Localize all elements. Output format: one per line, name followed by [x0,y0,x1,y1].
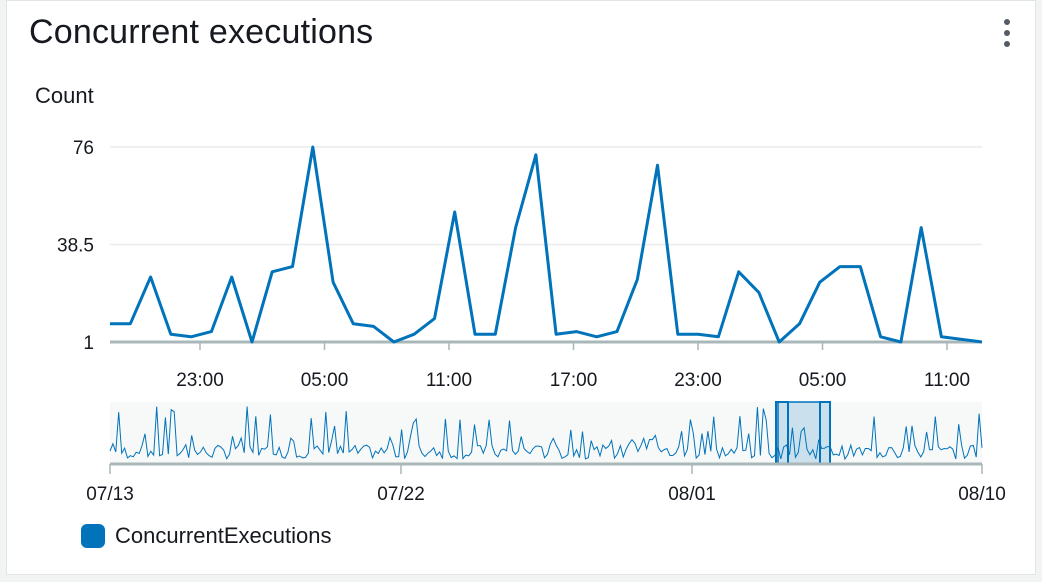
legend-swatch [81,524,105,548]
x-tick-label: 05:00 [799,370,847,391]
legend-item[interactable]: ConcurrentExecutions [81,523,331,549]
navigator-date-label: 08/01 [668,484,716,505]
legend-label: ConcurrentExecutions [115,523,332,548]
navigator-sparkline [109,406,983,461]
navigator-date-label: 08/10 [958,484,1006,505]
x-tick-label: 11:00 [426,370,472,391]
y-tick-label: 76 [73,138,94,159]
concurrent-executions-widget: Concurrent executions Count ConcurrentEx… [6,0,1036,575]
x-tick-label: 05:00 [301,370,349,391]
widget-title: Concurrent executions [29,13,374,51]
navigator-selection[interactable] [777,401,831,465]
x-tick-label: 23:00 [176,370,224,391]
x-tick-label: 11:00 [924,370,970,391]
navigator-date-label: 07/13 [86,484,134,505]
navigator-date-label: 07/22 [377,484,425,505]
series-line-concurrent-executions[interactable] [110,145,983,344]
x-tick-label: 23:00 [674,370,722,391]
y-tick-label: 38.5 [57,236,94,257]
y-tick-label: 1 [83,333,94,354]
navigator-background [110,402,982,464]
vertical-ellipsis-icon[interactable] [995,13,1019,53]
y-axis-label: Count [35,83,94,108]
x-tick-label: 17:00 [550,370,598,391]
